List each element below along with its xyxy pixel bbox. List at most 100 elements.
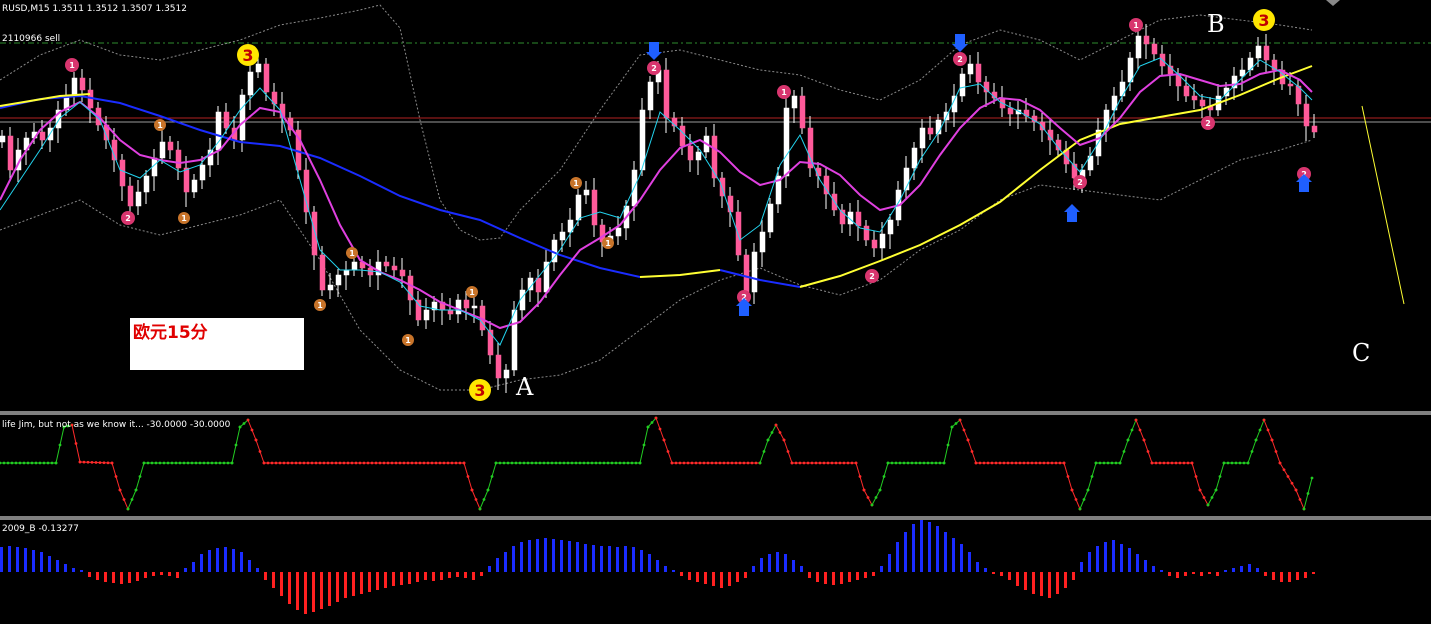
histogram-bar — [360, 572, 363, 594]
histogram-bar — [912, 524, 915, 572]
candle-body — [591, 189, 598, 226]
osc-dot — [834, 461, 838, 465]
candle-body — [191, 179, 198, 193]
osc-dot — [818, 461, 822, 465]
osc-dot — [930, 461, 934, 465]
osc-dot — [390, 461, 394, 465]
histogram-bar — [1288, 572, 1291, 582]
osc-dot — [458, 461, 462, 465]
osc-dot — [846, 461, 850, 465]
histogram-bar — [888, 554, 891, 572]
histogram-bar — [696, 572, 699, 582]
osc-dot — [486, 488, 490, 492]
osc-dot — [814, 461, 818, 465]
osc-dot — [102, 461, 106, 465]
histogram-bar — [760, 558, 763, 572]
annotation-box — [130, 318, 304, 370]
histogram-bar — [928, 522, 931, 572]
histogram-bar — [216, 548, 219, 572]
candle-body — [1231, 75, 1238, 89]
histogram-bar — [72, 568, 75, 572]
osc-dot — [74, 442, 78, 445]
signal-marker-label: 1 — [157, 121, 163, 130]
osc-dot — [274, 461, 278, 465]
candle-body — [663, 69, 670, 119]
candle-body — [55, 109, 62, 129]
osc-dot — [610, 461, 614, 465]
candle-body — [143, 175, 150, 193]
signal-marker — [1073, 175, 1087, 189]
histogram-bar — [1008, 572, 1011, 580]
histogram-bar — [936, 526, 939, 572]
candle-body — [247, 71, 254, 96]
osc-dot — [466, 475, 470, 478]
candle-body — [159, 141, 166, 159]
candle-body — [1287, 83, 1294, 87]
osc-dot — [226, 461, 230, 465]
candle-body — [1303, 103, 1310, 127]
signal-marker — [737, 290, 751, 304]
osc-dot — [1146, 450, 1150, 453]
candle-body — [823, 175, 830, 195]
signal-marker-label: 2 — [125, 214, 131, 223]
osc-dot — [374, 461, 378, 465]
candle-body — [967, 63, 974, 75]
slow-ma-blue — [0, 94, 641, 278]
signal-marker-label: 1 — [781, 88, 787, 97]
candle-body — [1263, 45, 1270, 61]
candle-body — [615, 227, 622, 237]
osc-dot — [942, 461, 946, 465]
osc-dot — [690, 461, 694, 465]
histogram-bar — [184, 568, 187, 572]
slow-ma-yellow-left — [0, 93, 91, 107]
candle-body — [343, 269, 350, 276]
histogram-bar — [544, 538, 547, 572]
osc-dot — [826, 461, 830, 465]
osc-dot — [974, 461, 978, 465]
osc-dot — [218, 461, 222, 465]
histogram-bar — [824, 572, 827, 584]
osc-dot — [526, 461, 530, 465]
osc-dot — [246, 418, 250, 422]
osc-dot — [1274, 450, 1278, 453]
chart-shift-marker[interactable] — [1326, 0, 1340, 6]
osc-dot — [78, 460, 82, 464]
osc-dot — [694, 461, 698, 465]
histogram-bar — [128, 572, 131, 583]
osc-dot — [318, 461, 322, 465]
candle-body — [319, 254, 326, 291]
osc-dot — [1018, 461, 1022, 465]
osc-dot — [290, 461, 294, 465]
histogram-bar — [1072, 572, 1075, 580]
osc-dot — [262, 461, 266, 465]
osc-dot — [110, 461, 114, 465]
histogram-bar — [1184, 572, 1187, 576]
histogram-bar — [808, 572, 811, 578]
histogram-bar — [592, 545, 595, 572]
signal-marker — [402, 334, 414, 346]
histogram-bar — [96, 572, 99, 580]
osc-dot — [646, 425, 650, 429]
signal-marker — [121, 211, 135, 225]
signal-marker-label: 1 — [1133, 21, 1139, 30]
osc-dot — [142, 461, 146, 465]
osc-dot — [1102, 461, 1106, 465]
signal-marker — [602, 237, 614, 249]
candle-body — [575, 194, 582, 221]
candle-body — [1255, 45, 1262, 59]
histogram-bar — [672, 570, 675, 572]
osc-dot — [1078, 507, 1082, 511]
osc-dot — [1134, 418, 1138, 422]
histogram-bar — [1256, 568, 1259, 572]
histogram-bar — [736, 572, 739, 582]
osc-dot — [882, 475, 886, 478]
histogram-bar — [368, 572, 371, 592]
osc-dot — [866, 496, 870, 499]
candle-body — [1239, 69, 1246, 77]
histogram-bar — [504, 552, 507, 572]
osc-dot — [1310, 476, 1314, 480]
candle-body — [719, 177, 726, 197]
osc-dot — [534, 461, 538, 465]
osc-dot — [862, 488, 866, 492]
osc-dot — [1282, 468, 1286, 472]
